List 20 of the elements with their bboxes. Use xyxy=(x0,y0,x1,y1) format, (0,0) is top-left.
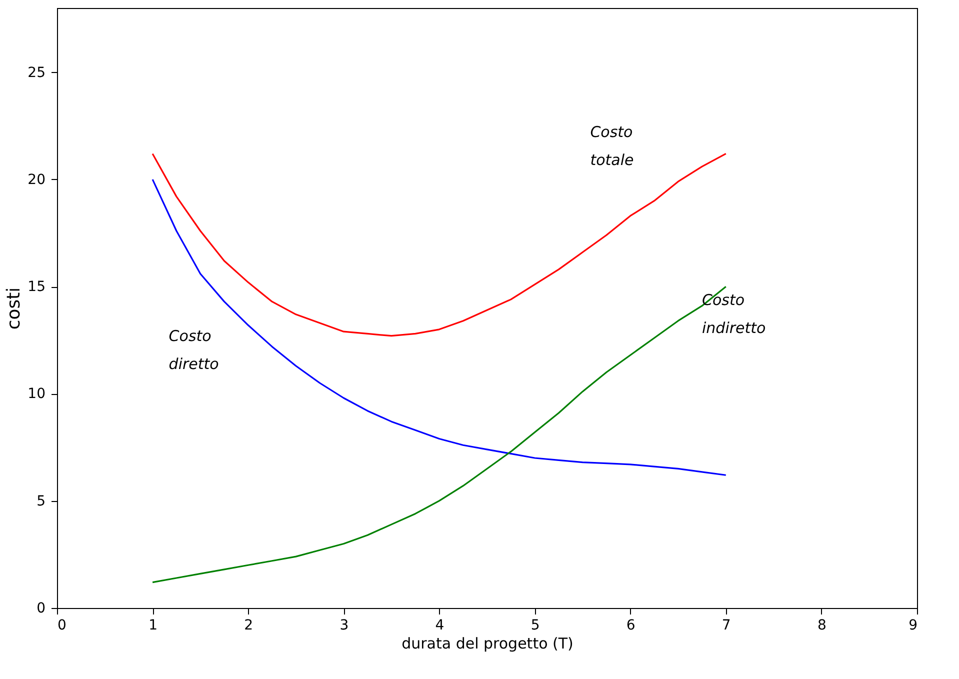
y-tick-label: 15 xyxy=(28,279,46,296)
x-tick-label: 3 xyxy=(340,618,349,634)
x-tick-label: 8 xyxy=(817,618,826,634)
series-label: Costo diretto xyxy=(168,327,219,373)
y-tick-label: 10 xyxy=(28,386,46,402)
x-tick-label: 7 xyxy=(722,618,731,634)
x-tick-label: 5 xyxy=(530,618,540,634)
x-tick-label: 1 xyxy=(148,618,158,634)
y-tick-label: 25 xyxy=(28,64,46,81)
x-tick-label: 9 xyxy=(908,618,918,634)
x-tick-label: 0 xyxy=(58,618,66,634)
x-tick-label: 4 xyxy=(435,618,444,634)
x-axis-title: durata del progetto (T) xyxy=(402,634,574,652)
x-tick-label: 2 xyxy=(244,618,254,634)
y-axis-title: costi xyxy=(4,287,25,330)
text: Costo totale xyxy=(590,123,634,169)
y-tick-label: 0 xyxy=(36,600,46,616)
x-tick-label: 6 xyxy=(626,618,636,634)
y-tick-label: 20 xyxy=(28,172,46,188)
y-tick-label: 5 xyxy=(36,493,46,510)
